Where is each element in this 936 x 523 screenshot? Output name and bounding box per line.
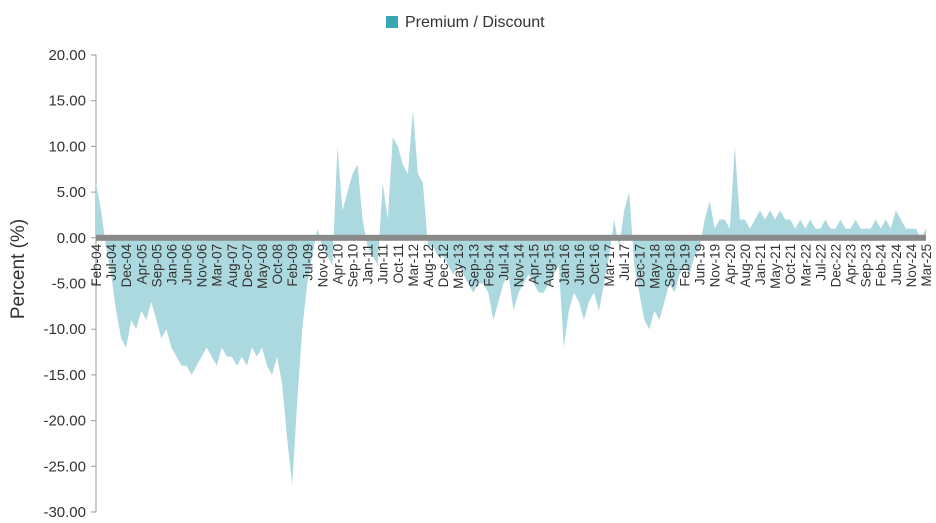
y-tick-label: -5.00 (52, 276, 86, 293)
y-axis-title: Percent (%) (8, 219, 29, 319)
x-tick-label: Sep-05 (149, 244, 164, 288)
x-tick-label: Apr-20 (723, 244, 738, 285)
x-tick-label: May-08 (255, 244, 270, 289)
x-tick-label: Oct-16 (587, 244, 602, 285)
x-tick-label: Apr-15 (527, 244, 542, 285)
x-tick-label: Nov-24 (904, 243, 919, 287)
x-tick-label: Sep-10 (346, 244, 361, 288)
legend-label: Premium / Discount (405, 14, 545, 31)
x-tick-label: Jan-21 (753, 244, 768, 285)
x-tick-label: Jan-16 (557, 244, 572, 285)
x-tick-label: Aug-20 (738, 244, 753, 288)
x-tick-label: Jul-17 (617, 244, 632, 281)
x-tick-label: Jun-06 (180, 244, 195, 285)
y-tick-label: -30.00 (43, 504, 86, 521)
y-tick-label: -15.00 (43, 367, 86, 384)
x-tick-label: Apr-05 (134, 244, 149, 285)
x-tick-label: Mar-22 (798, 244, 813, 287)
x-tick-label: Dec-04 (119, 243, 134, 287)
x-tick-label: Jan-11 (361, 244, 376, 284)
x-tick-label: Jun-19 (693, 244, 708, 285)
x-tick-label: Jun-16 (572, 244, 587, 285)
y-tick-label: 15.00 (48, 93, 86, 110)
x-tick-label: Feb-14 (481, 243, 496, 286)
x-tick-label: Nov-06 (195, 244, 210, 288)
y-tick-label: -25.00 (43, 458, 86, 475)
x-tick-label: Oct-21 (783, 244, 798, 285)
x-tick-label: Jul-09 (300, 244, 315, 281)
x-tick-label: Oct-11 (391, 244, 406, 284)
x-tick-label: Feb-24 (874, 243, 889, 286)
x-tick-label: Dec-17 (632, 244, 647, 288)
y-tick-label: 0.00 (57, 230, 86, 247)
x-tick-label: May-18 (647, 244, 662, 289)
x-tick-label: Oct-08 (270, 244, 285, 285)
legend-swatch (386, 16, 398, 28)
y-tick-label: -10.00 (43, 321, 86, 338)
zero-band (96, 234, 926, 241)
x-tick-label: Apr-10 (330, 244, 345, 285)
x-tick-label: Sep-18 (662, 244, 677, 288)
x-tick-label: Dec-12 (436, 244, 451, 288)
x-tick-label: Nov-19 (708, 244, 723, 288)
x-tick-label: Feb-09 (285, 244, 300, 287)
x-tick-label: Mar-25 (919, 244, 934, 287)
y-tick-label: 20.00 (48, 47, 86, 64)
x-tick-label: Jun-24 (889, 243, 904, 285)
x-tick-label: Nov-09 (315, 244, 330, 288)
y-tick-label: -20.00 (43, 413, 86, 430)
x-tick-label: Dec-22 (828, 244, 843, 288)
x-tick-label: Jul-22 (813, 244, 828, 281)
y-tick-label: 10.00 (48, 138, 86, 155)
x-tick-label: Nov-14 (512, 243, 527, 287)
x-tick-label: Aug-15 (542, 244, 557, 288)
x-tick-label: Feb-04 (89, 243, 104, 286)
y-tick-label: 5.00 (57, 184, 86, 201)
x-tick-label: Dec-07 (240, 244, 255, 288)
x-tick-label: Jul-14 (496, 243, 511, 280)
x-tick-label: Aug-12 (421, 244, 436, 288)
x-tick-label: Mar-07 (210, 244, 225, 287)
x-tick-label: Sep-23 (859, 244, 874, 288)
x-tick-label: May-21 (768, 244, 783, 289)
x-tick-label: Jan-06 (164, 244, 179, 285)
x-tick-label: Aug-07 (225, 244, 240, 288)
area (96, 109, 926, 485)
x-tick-label: Jun-11 (376, 244, 391, 284)
x-tick-label: Mar-17 (602, 244, 617, 287)
x-tick-label: May-13 (451, 244, 466, 289)
x-tick-label: Feb-19 (678, 244, 693, 287)
x-tick-label: Sep-13 (466, 244, 481, 288)
x-tick-label: Jul-04 (104, 243, 119, 280)
x-tick-label: Apr-23 (844, 244, 859, 285)
x-tick-label: Mar-12 (406, 244, 421, 287)
